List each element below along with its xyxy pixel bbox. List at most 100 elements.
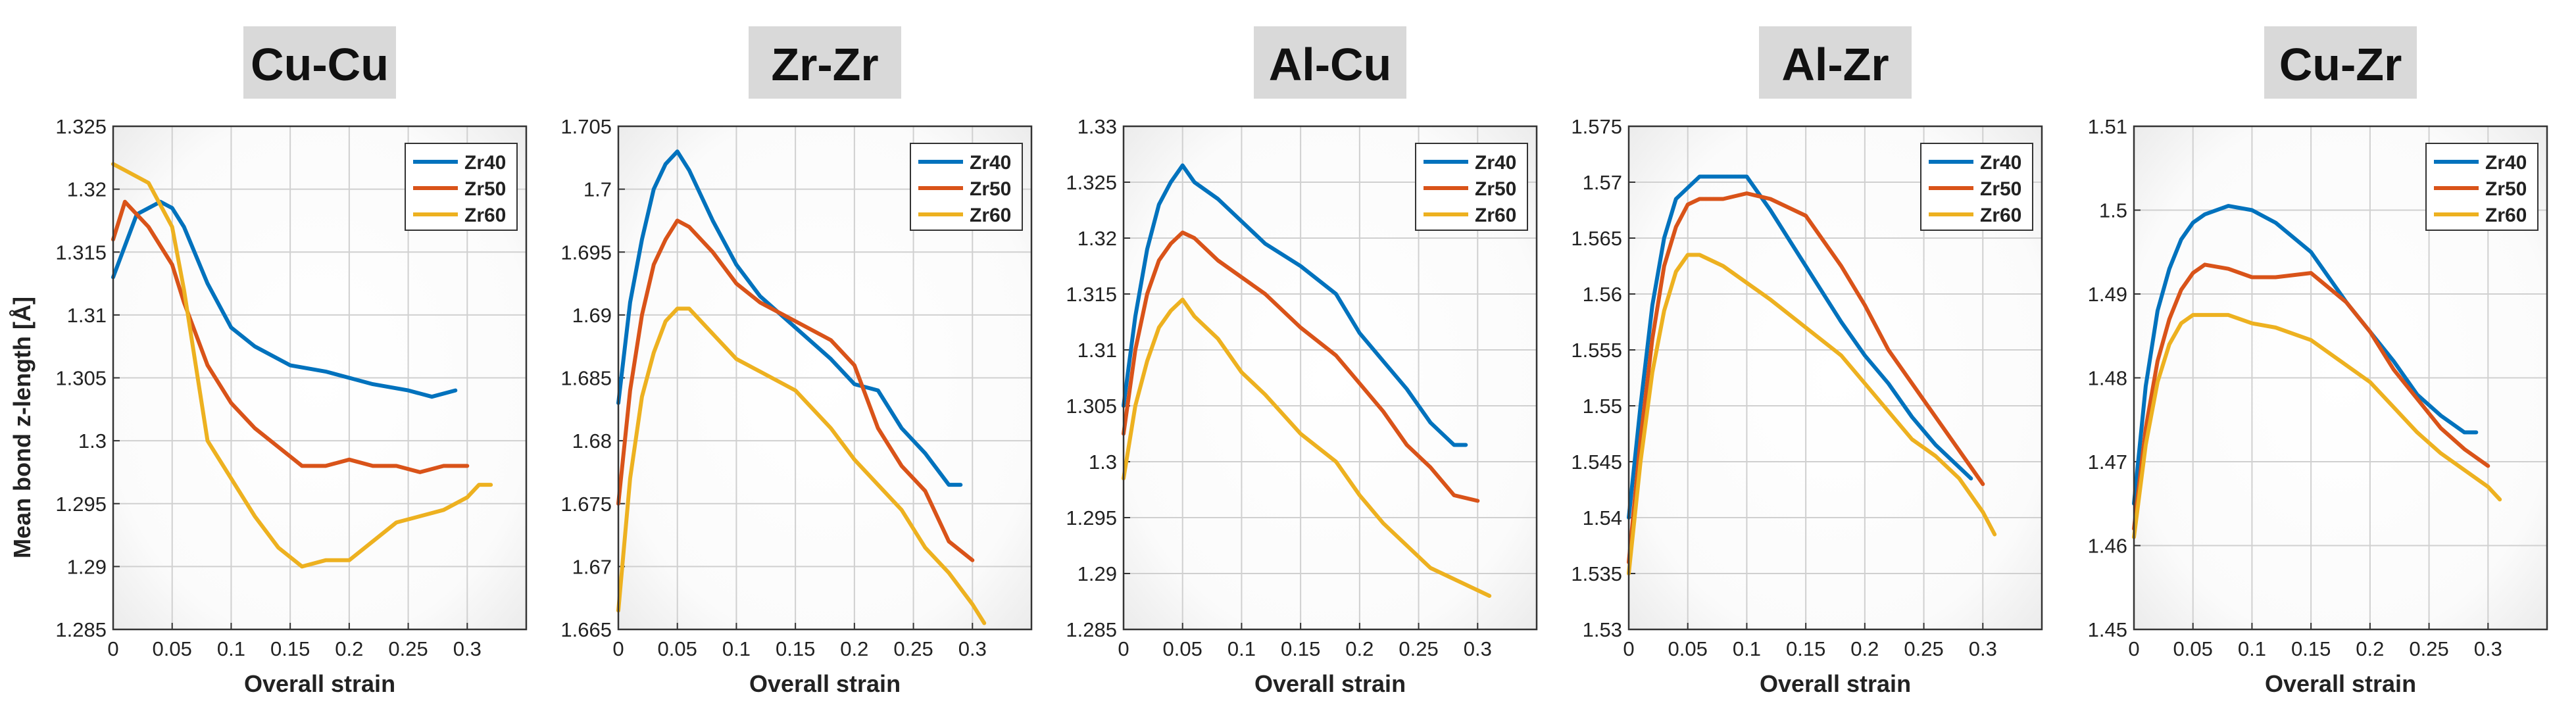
axes-frame <box>1627 125 2043 631</box>
y-tick-label: 1.31 <box>67 304 107 327</box>
y-tick-label: 1.295 <box>1066 506 1117 529</box>
y-tick-label: 1.5 <box>2099 199 2127 222</box>
y-tick-label: 1.685 <box>560 367 612 390</box>
y-tick-label: 1.48 <box>2088 367 2127 390</box>
x-tick-label: 0 <box>612 637 624 660</box>
y-tick-label: 1.285 <box>55 618 107 641</box>
y-tick-label: 1.325 <box>1066 171 1117 194</box>
series-line-zr40 <box>1122 163 1468 447</box>
x-axis-label: Overall strain <box>1760 670 1911 697</box>
series-line-zr50 <box>616 218 975 562</box>
x-tick-label: 0.15 <box>2291 637 2331 660</box>
x-tick-label: 0 <box>1623 637 1634 660</box>
legend-label: Zr50 <box>2485 178 2527 200</box>
y-tick-label: 1.33 <box>1077 115 1117 138</box>
x-tick-label: 0.25 <box>893 637 933 660</box>
x-tick-label: 0.05 <box>2173 637 2213 660</box>
y-tick-label: 1.315 <box>1066 283 1117 306</box>
x-tick-label: 0.3 <box>2474 637 2502 660</box>
x-tick-label: 0.25 <box>2409 637 2448 660</box>
series-line-zr60 <box>1122 297 1492 598</box>
axes-frame <box>617 125 1033 631</box>
legend: Zr40 Zr50 Zr60 <box>2425 143 2539 231</box>
y-tick-label: 1.305 <box>1066 395 1117 418</box>
x-tick-label: 0 <box>107 637 118 660</box>
y-tick-label: 1.51 <box>2088 115 2127 138</box>
x-tick-label: 0.2 <box>840 637 868 660</box>
x-tick-label: 0 <box>1118 637 1129 660</box>
y-tick-label: 1.545 <box>1571 451 1622 474</box>
legend: Zr40 Zr50 Zr60 <box>1920 143 2033 231</box>
y-tick-label: 1.695 <box>560 241 612 264</box>
legend: Zr40 Zr50 Zr60 <box>405 143 518 231</box>
x-tick-label: 0.2 <box>335 637 363 660</box>
axes-frame <box>112 125 528 631</box>
y-tick-label: 1.54 <box>1583 506 1622 529</box>
series-line-zr50 <box>1122 230 1480 503</box>
x-tick-label: 0.15 <box>270 637 310 660</box>
y-tick-label: 1.29 <box>67 555 107 578</box>
y-tick-label: 1.32 <box>1077 227 1117 250</box>
y-tick-label: 1.53 <box>1583 618 1622 641</box>
chart-panel-cu-zr: Cu-Zr 1.45 1.46 1.47 1.48 1.49 1.5 1.51 0 0.05 0.1… <box>2088 26 2548 697</box>
chart-title: Cu-Zr <box>2279 39 2402 90</box>
y-tick-label: 1.295 <box>55 493 107 516</box>
y-tick-label: 1.47 <box>2088 451 2127 474</box>
legend-label: Zr60 <box>2485 205 2527 226</box>
x-tick-label: 0.2 <box>1345 637 1374 660</box>
x-tick-label: 0.1 <box>2238 637 2266 660</box>
series-line-zr40 <box>1627 174 1973 520</box>
y-tick-label: 1.31 <box>1077 339 1117 362</box>
series-line-zr60 <box>616 306 987 625</box>
x-axis-label: Overall strain <box>2265 670 2416 697</box>
chart-panel-zr-zr: Zr-Zr 1.665 1.67 1.675 1.68 1.685 1.69 1.695 1.7… <box>560 26 1033 697</box>
series-line-zr40 <box>2132 204 2479 506</box>
axes-frame <box>2133 125 2548 631</box>
chart-title: Cu-Cu <box>251 39 389 90</box>
y-tick-label: 1.325 <box>55 115 107 138</box>
chart-panel-al-cu: Al-Cu 1.285 1.29 1.295 1.3 1.305 1.31 1.315 1.32… <box>1066 26 1538 697</box>
chart-panels: Cu-Cu 1.285 1.29 1.295 1.3 1.305 1.31 1.315 1.32… <box>55 26 2548 697</box>
series-line-zr50 <box>111 199 470 474</box>
x-tick-label: 0.3 <box>1969 637 1997 660</box>
series-line-zr50 <box>1627 191 1985 564</box>
y-tick-label: 1.3 <box>1089 451 1117 474</box>
y-tick-label: 1.49 <box>2088 283 2127 306</box>
y-tick-label: 1.68 <box>572 429 612 452</box>
y-tick-label: 1.535 <box>1571 562 1622 585</box>
x-tick-label: 0.2 <box>1850 637 1879 660</box>
x-tick-label: 0.3 <box>1464 637 1492 660</box>
legend-label: Zr60 <box>970 205 1011 226</box>
x-tick-label: 0.25 <box>1399 637 1438 660</box>
y-tick-label: 1.56 <box>1583 283 1622 306</box>
chart-title-box <box>1759 26 1912 99</box>
x-tick-label: 0.1 <box>1227 637 1256 660</box>
y-tick-label: 1.575 <box>1571 115 1622 138</box>
y-tick-label: 1.315 <box>55 241 107 264</box>
x-tick-label: 0.15 <box>776 637 815 660</box>
legend-label: Zr50 <box>970 178 1011 200</box>
legend-label: Zr50 <box>1980 178 2021 200</box>
legend: Zr40 Zr50 Zr60 <box>910 143 1023 231</box>
series-line-zr60 <box>1627 253 1997 575</box>
y-tick-label: 1.705 <box>560 115 612 138</box>
legend-label: Zr60 <box>1980 205 2021 226</box>
chart-panel-cu-cu: Cu-Cu 1.285 1.29 1.295 1.3 1.305 1.31 1.315 1.32… <box>55 26 528 697</box>
x-tick-label: 0.05 <box>1668 637 1708 660</box>
x-tick-label: 0.1 <box>722 637 751 660</box>
legend-label: Zr40 <box>464 152 506 174</box>
y-tick-label: 1.3 <box>78 429 107 452</box>
legend-label: Zr40 <box>970 152 1011 174</box>
x-tick-label: 0.15 <box>1281 637 1320 660</box>
x-axis-label: Overall strain <box>1254 670 1406 697</box>
chart-title: Al-Cu <box>1269 39 1392 90</box>
y-tick-label: 1.45 <box>2088 618 2127 641</box>
series-line-zr50 <box>2132 262 2490 531</box>
y-tick-label: 1.46 <box>2088 535 2127 558</box>
chart-title-box <box>2264 26 2417 99</box>
y-tick-label: 1.29 <box>1077 562 1117 585</box>
y-tick-label: 1.32 <box>67 178 107 201</box>
series-line-zr60 <box>111 162 493 569</box>
y-tick-label: 1.285 <box>1066 618 1117 641</box>
y-tick-label: 1.565 <box>1571 227 1622 250</box>
